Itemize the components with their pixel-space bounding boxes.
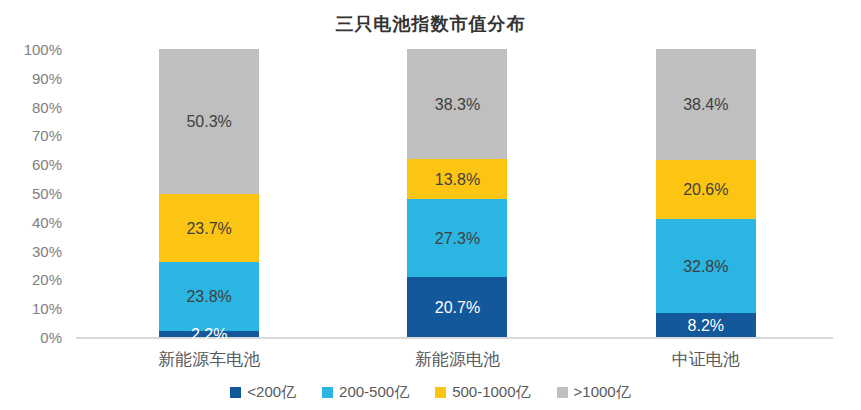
stacked-bar: 20.7% 27.3% 13.8% 38.3% <box>407 49 507 337</box>
y-tick-label: 0% <box>0 330 62 345</box>
x-axis-label: 新能源车电池 <box>85 348 333 371</box>
legend-swatch-icon <box>557 387 568 398</box>
bar-segment: 8.2% <box>656 313 756 337</box>
y-tick-label: 70% <box>0 128 62 143</box>
legend-item: 500-1000亿 <box>435 383 530 402</box>
y-tick-label: 40% <box>0 214 62 229</box>
bar-segment: 13.8% <box>407 159 507 199</box>
bar-segment: 23.7% <box>159 194 259 262</box>
data-label: 38.4% <box>656 96 756 113</box>
bar-segment: 27.3% <box>407 199 507 278</box>
legend-item: >1000亿 <box>557 383 631 402</box>
data-label: 8.2% <box>656 317 756 334</box>
legend-item: <200亿 <box>230 383 296 402</box>
legend-swatch-icon <box>230 387 241 398</box>
legend-label: >1000亿 <box>574 383 631 402</box>
data-label: 2.2% <box>159 325 259 342</box>
bar-segment: 38.4% <box>656 49 756 160</box>
bar-segment: 20.6% <box>656 160 756 219</box>
bar-slot: 8.2% 32.8% 20.6% 38.4% <box>582 49 830 337</box>
bar-slot: 20.7% 27.3% 13.8% 38.3% <box>333 49 581 337</box>
data-label: 50.3% <box>159 113 259 130</box>
stacked-bar: 8.2% 32.8% 20.6% 38.4% <box>656 49 756 337</box>
chart-title: 三只电池指数市值分布 <box>0 12 861 36</box>
data-label: 23.8% <box>159 288 259 305</box>
legend-label: <200亿 <box>247 383 296 402</box>
legend-swatch-icon <box>435 387 446 398</box>
bar-segment: 32.8% <box>656 219 756 313</box>
legend-label: 200-500亿 <box>339 383 409 402</box>
bar-segment: 23.8% <box>159 262 259 331</box>
legend-item: 200-500亿 <box>322 383 409 402</box>
data-label: 20.7% <box>407 299 507 316</box>
bar-segment: 20.7% <box>407 277 507 337</box>
x-axis-label: 中证电池 <box>582 348 830 371</box>
data-label: 32.8% <box>656 258 756 275</box>
x-axis-labels: 新能源车电池新能源电池中证电池 <box>85 348 830 372</box>
data-label: 38.3% <box>407 96 507 113</box>
data-label: 27.3% <box>407 230 507 247</box>
bar-segment: 38.3% <box>407 49 507 159</box>
y-tick-label: 10% <box>0 301 62 316</box>
bar-slot: 2.2% 23.8% 23.7% 50.3% <box>85 49 333 337</box>
y-axis: 0%10%20%30%40%50%60%70%80%90%100% <box>0 49 62 337</box>
y-tick-label: 60% <box>0 157 62 172</box>
legend-swatch-icon <box>322 387 333 398</box>
stacked-bar: 2.2% 23.8% 23.7% 50.3% <box>159 49 259 337</box>
bar-segment: 50.3% <box>159 49 259 194</box>
y-tick-label: 80% <box>0 99 62 114</box>
legend-label: 500-1000亿 <box>452 383 530 402</box>
y-tick-label: 100% <box>0 42 62 57</box>
y-tick-label: 50% <box>0 186 62 201</box>
y-tick-label: 90% <box>0 70 62 85</box>
legend: <200亿 200-500亿 500-1000亿 >1000亿 <box>0 383 861 402</box>
chart-container: 三只电池指数市值分布 0% 10% 20% 30% 40% 50% 60% 70% 80% 90%… <box>0 0 861 410</box>
y-tick-label: 30% <box>0 243 62 258</box>
plot-area: 2.2% 23.8% 23.7% 50.3% 20.7% 27.3% 13.8% 38.3% 8… <box>85 49 830 337</box>
y-tick-label: 20% <box>0 272 62 287</box>
x-axis-label: 新能源电池 <box>333 348 581 371</box>
data-label: 20.6% <box>656 181 756 198</box>
data-label: 23.7% <box>159 220 259 237</box>
bar-segment: 2.2% <box>159 331 259 337</box>
data-label: 13.8% <box>407 171 507 188</box>
